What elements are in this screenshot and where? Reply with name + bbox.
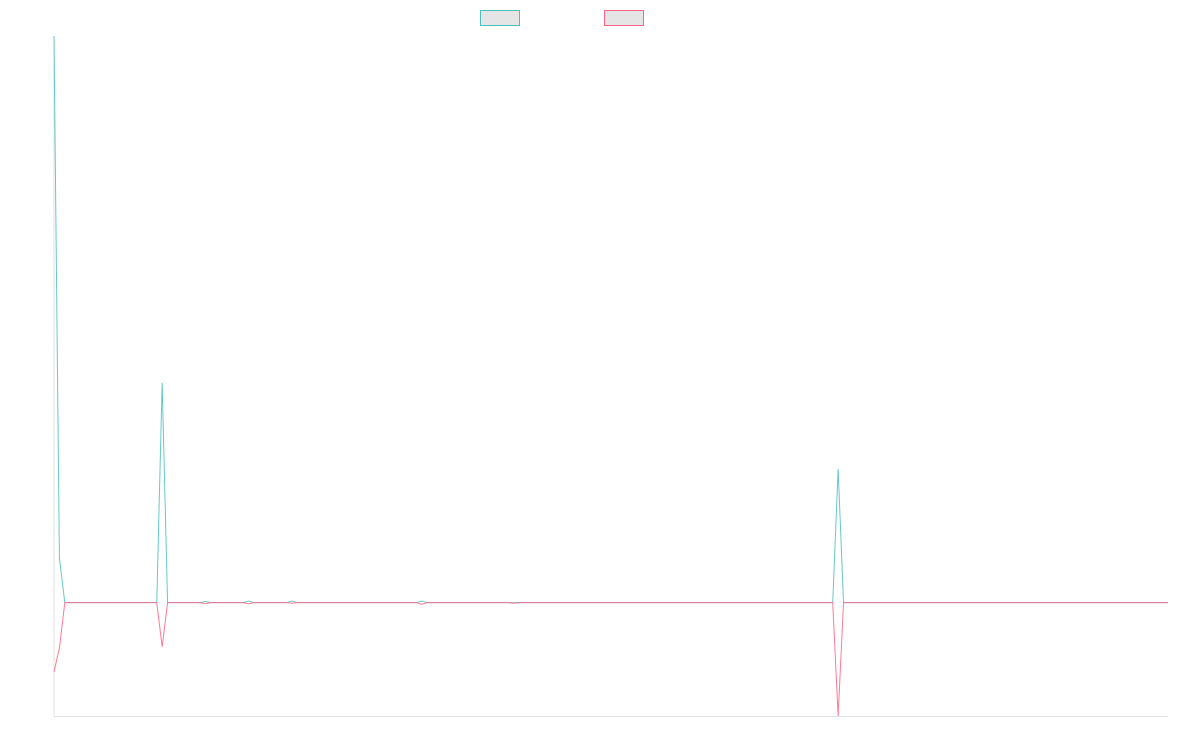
series-layer <box>53 35 1168 717</box>
series-1-line <box>53 35 1168 604</box>
series-2-line <box>53 602 1168 717</box>
legend-swatch-series-1[interactable] <box>480 10 520 26</box>
legend-swatch-series-2[interactable] <box>604 10 644 26</box>
